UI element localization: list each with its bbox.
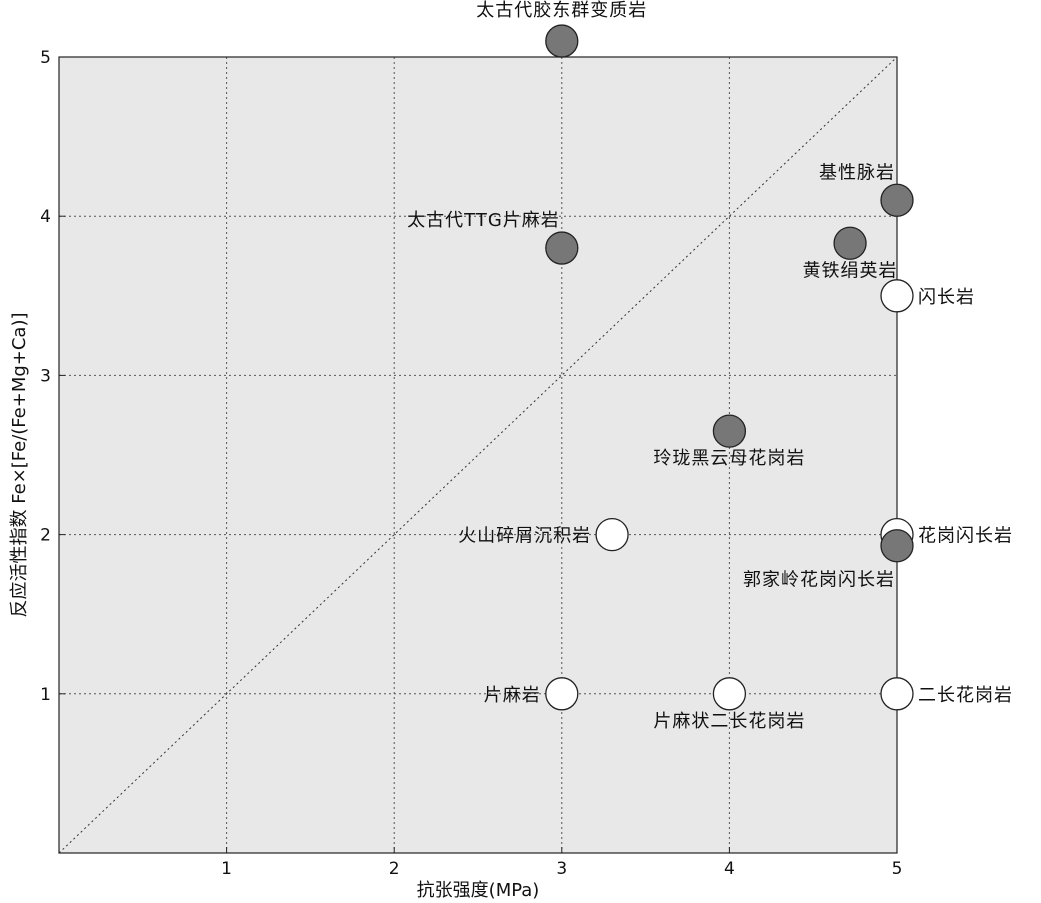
data-point-filled bbox=[712, 414, 747, 448]
point-label: 二长花岗岩 bbox=[918, 685, 1013, 706]
data-point-open bbox=[880, 677, 914, 711]
point-label: 花岗闪长岩 bbox=[918, 526, 1013, 547]
data-point-filled bbox=[833, 226, 867, 260]
y-axis-label: 反应活性指数 Fe×[Fe/(Fe+Mg+Ca)] bbox=[9, 312, 30, 617]
data-point-open bbox=[712, 677, 747, 711]
x-axis-ticks: 1 2 3 4 5 bbox=[221, 847, 902, 879]
point-label: 太古代胶东群变质岩 bbox=[476, 0, 647, 21]
x-tick-label: 4 bbox=[724, 859, 735, 879]
point-label: 郭家岭花岗闪长岩 bbox=[743, 570, 895, 591]
data-point-open bbox=[880, 279, 914, 313]
point-label: 太古代TTG片麻岩 bbox=[407, 210, 560, 231]
plot-area bbox=[59, 57, 897, 853]
point-label: 片麻岩 bbox=[484, 685, 541, 706]
y-tick-label: 4 bbox=[40, 207, 51, 227]
point-label: 片麻状二长花岗岩 bbox=[653, 711, 805, 732]
x-tick-label: 2 bbox=[389, 859, 400, 879]
point-label: 火山碎屑沉积岩 bbox=[458, 526, 591, 547]
data-point-filled bbox=[545, 24, 579, 58]
y-axis-ticks: 1 2 3 4 5 bbox=[40, 48, 65, 705]
point-label: 闪长岩 bbox=[918, 287, 975, 308]
data-point-filled bbox=[880, 529, 914, 563]
point-label: 基性脉岩 bbox=[819, 162, 895, 183]
plot-frame bbox=[58, 56, 898, 854]
y-tick-label: 1 bbox=[40, 685, 51, 705]
data-point-filled bbox=[880, 183, 914, 217]
data-point-open bbox=[545, 677, 579, 711]
data-points bbox=[545, 24, 914, 711]
data-point-open bbox=[595, 517, 629, 552]
point-label: 玲珑黑云母花岗岩 bbox=[653, 448, 805, 469]
y-tick-label: 3 bbox=[40, 366, 51, 386]
data-point-filled bbox=[545, 231, 579, 265]
point-label: 黄铁绢英岩 bbox=[803, 260, 898, 281]
x-axis-label: 抗张强度(MPa) bbox=[417, 880, 540, 901]
x-tick-label: 3 bbox=[556, 859, 567, 879]
x-tick-label: 1 bbox=[221, 859, 232, 879]
y-tick-label: 5 bbox=[40, 48, 51, 68]
y-tick-label: 2 bbox=[40, 526, 51, 546]
x-tick-label: 5 bbox=[892, 859, 903, 879]
